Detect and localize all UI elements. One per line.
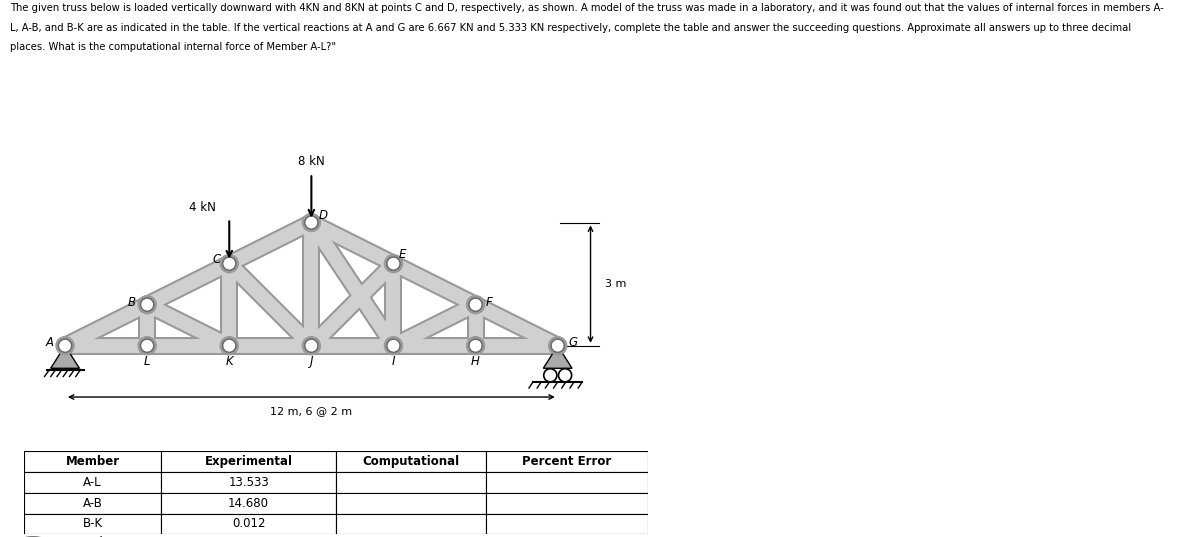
Circle shape bbox=[221, 337, 239, 355]
Text: G: G bbox=[569, 336, 578, 349]
Circle shape bbox=[302, 214, 320, 231]
Circle shape bbox=[138, 296, 156, 314]
Circle shape bbox=[386, 339, 400, 352]
Text: B: B bbox=[127, 296, 136, 309]
Circle shape bbox=[140, 298, 154, 311]
Circle shape bbox=[223, 257, 236, 270]
Text: 0.012: 0.012 bbox=[232, 518, 265, 531]
Bar bbox=[336, 513, 486, 534]
Circle shape bbox=[551, 339, 564, 352]
Text: The given truss below is loaded vertically downward with 4KN and 8KN at points C: The given truss below is loaded vertical… bbox=[10, 3, 1163, 13]
Text: Computational: Computational bbox=[362, 455, 460, 468]
Text: 13.334kN: 13.334kN bbox=[56, 536, 116, 537]
Text: L: L bbox=[144, 355, 150, 368]
Text: 3 m: 3 m bbox=[605, 279, 626, 289]
Circle shape bbox=[302, 337, 320, 355]
Text: I: I bbox=[391, 355, 395, 368]
Bar bbox=[24, 513, 161, 534]
Circle shape bbox=[305, 216, 318, 229]
Circle shape bbox=[544, 369, 557, 382]
Circle shape bbox=[469, 298, 482, 311]
Text: D: D bbox=[318, 209, 328, 222]
Text: Member: Member bbox=[66, 455, 120, 468]
Text: A-L: A-L bbox=[83, 476, 102, 489]
Text: F: F bbox=[485, 296, 492, 309]
Circle shape bbox=[386, 257, 400, 270]
Bar bbox=[336, 451, 486, 472]
Bar bbox=[161, 493, 336, 513]
Circle shape bbox=[223, 339, 236, 352]
Polygon shape bbox=[50, 346, 79, 368]
Bar bbox=[161, 472, 336, 493]
Circle shape bbox=[56, 337, 74, 355]
Text: H: H bbox=[472, 355, 480, 368]
Text: C: C bbox=[212, 253, 221, 266]
Bar bbox=[24, 493, 161, 513]
Text: K: K bbox=[226, 355, 233, 368]
Bar bbox=[336, 472, 486, 493]
Bar bbox=[24, 472, 161, 493]
Text: Percent Error: Percent Error bbox=[522, 455, 612, 468]
Text: 13.533: 13.533 bbox=[228, 476, 269, 489]
Text: A: A bbox=[46, 336, 54, 349]
Text: B-K: B-K bbox=[83, 518, 103, 531]
Text: L, A-B, and B-K are as indicated in the table. If the vertical reactions at A an: L, A-B, and B-K are as indicated in the … bbox=[10, 23, 1130, 33]
Text: 8 kN: 8 kN bbox=[298, 155, 325, 169]
Circle shape bbox=[469, 339, 482, 352]
Circle shape bbox=[384, 255, 402, 273]
Text: A-B: A-B bbox=[83, 497, 102, 510]
Bar bbox=[486, 493, 648, 513]
Text: 14.680: 14.680 bbox=[228, 497, 269, 510]
Text: 4 kN: 4 kN bbox=[190, 200, 216, 214]
Bar bbox=[161, 513, 336, 534]
Circle shape bbox=[59, 339, 72, 352]
Circle shape bbox=[305, 339, 318, 352]
Circle shape bbox=[221, 255, 239, 273]
Bar bbox=[161, 451, 336, 472]
Circle shape bbox=[548, 337, 566, 355]
Bar bbox=[336, 493, 486, 513]
Circle shape bbox=[138, 337, 156, 355]
Bar bbox=[486, 451, 648, 472]
Bar bbox=[486, 472, 648, 493]
Text: Experimental: Experimental bbox=[205, 455, 293, 468]
Text: E: E bbox=[398, 248, 406, 261]
Text: 12 m, 6 @ 2 m: 12 m, 6 @ 2 m bbox=[270, 406, 353, 416]
Circle shape bbox=[140, 339, 154, 352]
Circle shape bbox=[467, 337, 485, 355]
Text: J: J bbox=[310, 355, 313, 368]
Text: places. What is the computational internal force of Member A-L?": places. What is the computational intern… bbox=[10, 42, 336, 53]
Polygon shape bbox=[544, 346, 572, 368]
Circle shape bbox=[467, 296, 485, 314]
Circle shape bbox=[384, 337, 402, 355]
Bar bbox=[24, 451, 161, 472]
Circle shape bbox=[558, 369, 571, 382]
Bar bbox=[486, 513, 648, 534]
